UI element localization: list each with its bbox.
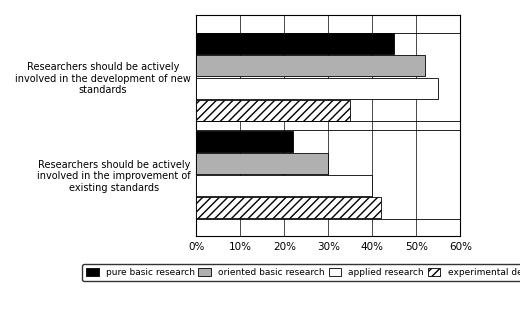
Bar bbox=[197, 131, 293, 152]
Bar bbox=[197, 175, 372, 196]
Bar bbox=[197, 153, 329, 174]
Bar bbox=[197, 78, 438, 99]
Bar bbox=[197, 197, 381, 218]
Bar bbox=[197, 55, 425, 76]
Bar bbox=[197, 100, 350, 121]
Bar bbox=[197, 33, 395, 54]
Legend: pure basic research, oriented basic research, applied research, experimental dev: pure basic research, oriented basic rese… bbox=[82, 265, 520, 281]
